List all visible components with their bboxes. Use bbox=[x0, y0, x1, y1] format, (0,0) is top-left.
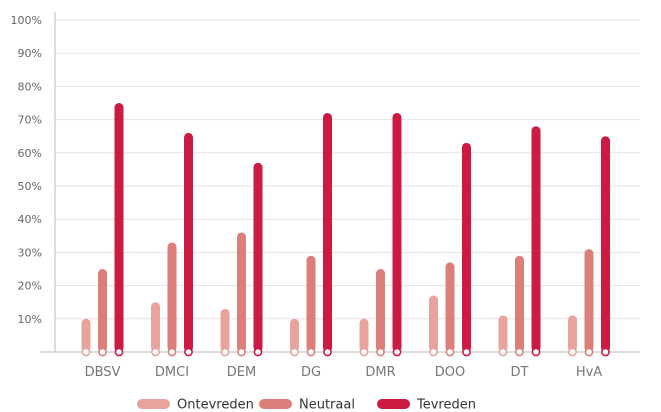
bar-doo-neutraal bbox=[445, 262, 455, 352]
bar-base-marker bbox=[237, 347, 246, 357]
bar-base-marker bbox=[515, 347, 524, 357]
bar-dt-tevreden bbox=[531, 126, 541, 353]
bar-base-marker bbox=[584, 347, 594, 357]
bar-base-marker bbox=[114, 347, 124, 357]
y-tick-label: 80% bbox=[18, 80, 42, 93]
bar-dg-neutraal bbox=[306, 255, 316, 352]
bar-base-marker bbox=[359, 347, 369, 357]
y-tick-label: 40% bbox=[18, 213, 42, 226]
bar-dmci-neutraal bbox=[167, 242, 177, 352]
legend-swatch-neutraal bbox=[259, 399, 292, 409]
category-label: DG bbox=[301, 365, 321, 380]
bar-doo-tevreden bbox=[462, 142, 471, 352]
category-label: DT bbox=[511, 365, 529, 380]
category-label: DMCI bbox=[155, 365, 189, 380]
category-labels: DBSV DMCI DEM DG DMR DOO DT HvA bbox=[85, 365, 603, 380]
bar-base-marker bbox=[429, 347, 438, 357]
y-tick-label: 10% bbox=[18, 313, 42, 326]
legend-swatch-ontevreden bbox=[137, 399, 170, 409]
bar-base-marker bbox=[151, 347, 160, 357]
category-label: HvA bbox=[576, 365, 602, 380]
category-label: DOO bbox=[435, 365, 465, 380]
bar-base-marker bbox=[290, 347, 299, 357]
bar-base-marker bbox=[253, 347, 263, 357]
y-tick-label: 70% bbox=[18, 114, 42, 127]
y-tick-labels: 10% 20% 30% 40% 50% 60% 70% 80% 90% 100% bbox=[11, 14, 42, 326]
legend-label-ontevreden: Ontevreden bbox=[177, 398, 254, 412]
bar-dmr-ontevreden bbox=[359, 318, 369, 352]
bar-base-marker bbox=[167, 347, 177, 357]
bar-base-marker bbox=[376, 347, 385, 357]
bar-dg-tevreden bbox=[323, 112, 332, 353]
bar-dem-neutraal bbox=[237, 232, 246, 352]
bar-dmci-tevreden bbox=[184, 132, 193, 352]
y-tick-label: 90% bbox=[18, 47, 42, 60]
y-tick-label: 60% bbox=[18, 147, 42, 160]
bar-hva-ontevreden bbox=[568, 315, 577, 352]
bar-dt-neutraal bbox=[515, 255, 524, 352]
y-tick-label: 50% bbox=[18, 180, 42, 193]
bar-base-marker bbox=[184, 347, 193, 357]
category-label: DMR bbox=[365, 365, 395, 380]
legend-label-tevreden: Tevreden bbox=[416, 398, 476, 412]
bar-base-marker bbox=[462, 347, 471, 357]
bar-base-marker bbox=[220, 347, 230, 357]
bar-hva-tevreden bbox=[601, 136, 610, 352]
bars-layer bbox=[81, 103, 610, 357]
bar-base-marker bbox=[601, 347, 610, 357]
bar-base-marker bbox=[98, 347, 107, 357]
bar-dmr-tevreden bbox=[392, 112, 402, 353]
category-label: DBSV bbox=[85, 365, 121, 380]
bar-dbsv-ontevreden bbox=[81, 318, 91, 352]
legend-label-neutraal: Neutraal bbox=[299, 398, 355, 412]
bar-dem-ontevreden bbox=[220, 308, 230, 352]
bar-dbsv-tevreden bbox=[114, 103, 124, 352]
legend: Ontevreden Neutraal Tevreden bbox=[137, 398, 476, 412]
bar-dg-ontevreden bbox=[290, 318, 299, 352]
bar-base-marker bbox=[392, 347, 402, 357]
bar-base-marker bbox=[531, 347, 541, 357]
bar-base-marker bbox=[498, 347, 508, 357]
bar-base-marker bbox=[81, 347, 91, 357]
y-tick-label: 30% bbox=[18, 246, 42, 259]
bar-dmci-ontevreden bbox=[151, 302, 160, 352]
bar-base-marker bbox=[568, 347, 577, 357]
bar-dbsv-neutraal bbox=[98, 269, 107, 352]
y-tick-label: 20% bbox=[18, 280, 42, 293]
bar-dt-ontevreden bbox=[498, 315, 508, 352]
bar-base-marker bbox=[306, 347, 316, 357]
legend-swatch-tevreden bbox=[377, 399, 410, 409]
category-label: DEM bbox=[227, 365, 256, 380]
bar-hva-neutraal bbox=[584, 249, 594, 352]
grid-lines bbox=[55, 19, 640, 320]
y-tick-label: 100% bbox=[11, 14, 42, 27]
bar-dmr-neutraal bbox=[376, 269, 385, 352]
bar-dem-tevreden bbox=[253, 162, 263, 352]
bar-doo-ontevreden bbox=[429, 295, 438, 352]
bar-base-marker bbox=[323, 347, 332, 357]
bar-base-marker bbox=[445, 347, 455, 357]
